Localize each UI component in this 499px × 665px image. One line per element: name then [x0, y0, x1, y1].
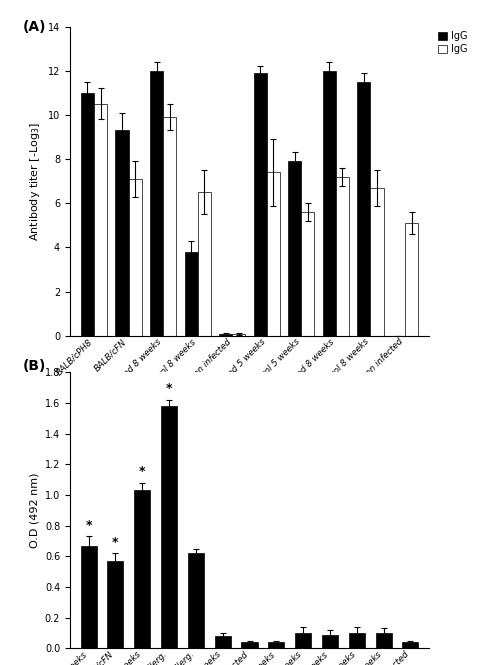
Bar: [185, 252, 198, 336]
Bar: [161, 406, 177, 648]
Bar: [402, 642, 419, 648]
Bar: [376, 633, 392, 648]
Bar: [322, 634, 338, 648]
Text: (A): (A): [23, 21, 46, 35]
Bar: [81, 93, 94, 336]
Bar: [301, 212, 314, 336]
Bar: [80, 546, 97, 648]
Legend: IgG, IgG: IgG, IgG: [438, 31, 468, 55]
Bar: [115, 130, 129, 336]
Bar: [370, 188, 384, 336]
Bar: [188, 553, 204, 648]
Bar: [219, 334, 232, 336]
Bar: [349, 633, 365, 648]
Bar: [129, 179, 142, 336]
Bar: [163, 117, 176, 336]
Bar: [267, 172, 280, 336]
Bar: [215, 636, 231, 648]
Y-axis label: Antibody titer [-Log$_3$]: Antibody titer [-Log$_3$]: [28, 122, 42, 241]
Bar: [198, 192, 211, 336]
Bar: [94, 104, 107, 336]
Y-axis label: O.D (492 nm): O.D (492 nm): [29, 473, 39, 548]
Text: (B): (B): [23, 358, 46, 372]
Bar: [288, 162, 301, 336]
Bar: [134, 491, 150, 648]
Bar: [336, 177, 349, 336]
Bar: [242, 642, 257, 648]
Text: *: *: [139, 465, 146, 478]
Bar: [232, 334, 246, 336]
Bar: [295, 633, 311, 648]
Bar: [268, 642, 284, 648]
Bar: [253, 73, 267, 336]
Bar: [323, 70, 336, 336]
Text: *: *: [85, 519, 92, 532]
Text: *: *: [112, 536, 119, 549]
Bar: [150, 70, 163, 336]
Bar: [107, 561, 123, 648]
Text: *: *: [166, 382, 172, 396]
Bar: [405, 223, 418, 336]
Bar: [357, 82, 370, 336]
